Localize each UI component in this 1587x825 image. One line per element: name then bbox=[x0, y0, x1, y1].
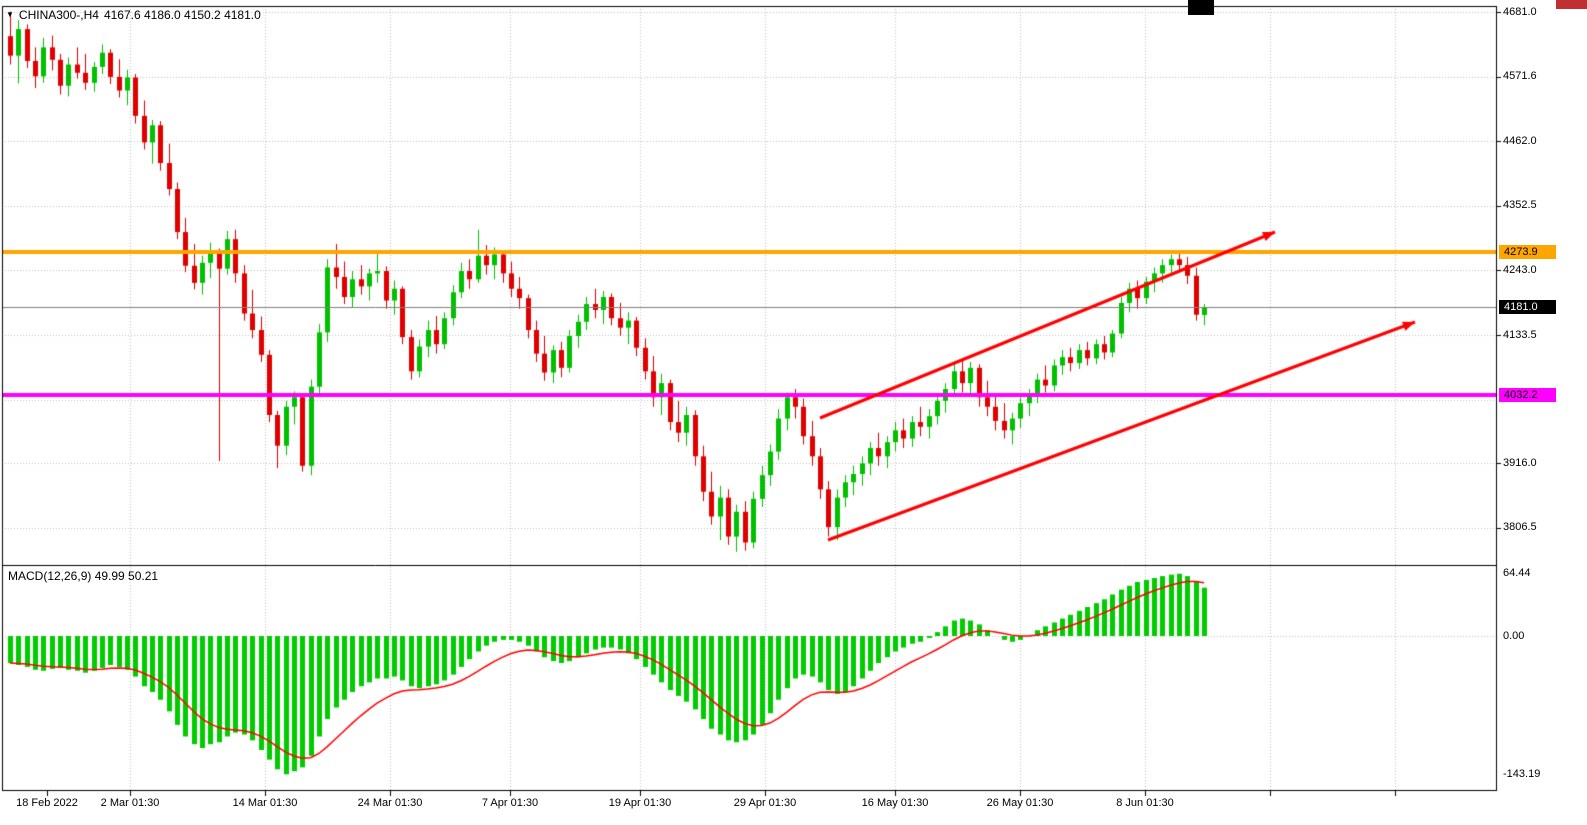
price-axis-label: 4571.6 bbox=[1503, 70, 1537, 83]
chart-shift-marker[interactable] bbox=[1188, 0, 1214, 15]
price-axis-label: 4462.0 bbox=[1503, 134, 1537, 147]
macd-axis-label: 0.00 bbox=[1503, 629, 1525, 642]
macd-axis-label: 64.44 bbox=[1503, 567, 1531, 580]
time-axis-label: 18 Feb 2022 bbox=[16, 797, 78, 809]
time-axis-label: 8 Jun 01:30 bbox=[1116, 797, 1174, 809]
time-axis-label: 19 Apr 01:30 bbox=[608, 797, 672, 809]
collapse-ohlc-icon[interactable]: ▼ bbox=[6, 10, 14, 19]
symbol-timeframe-label: CHINA300-,H4 bbox=[18, 8, 99, 22]
time-axis-label: 26 May 01:30 bbox=[986, 797, 1054, 809]
chart-title: ▼ CHINA300-,H4 4167.6 4186.0 4150.2 4181… bbox=[6, 8, 261, 22]
ohlc-values: 4167.6 4186.0 4150.2 4181.0 bbox=[103, 8, 261, 22]
macd-axis-label: -143.19 bbox=[1503, 767, 1541, 780]
price-axis-label: 4681.0 bbox=[1503, 5, 1537, 18]
time-axis-label: 16 May 01:30 bbox=[861, 797, 929, 809]
price-tag: 4181.0 bbox=[1499, 300, 1556, 315]
price-axis-label: 4352.5 bbox=[1503, 199, 1537, 212]
price-tag: 4273.9 bbox=[1499, 245, 1556, 260]
time-axis-label: 7 Apr 01:30 bbox=[481, 797, 539, 809]
price-axis-label: 4243.0 bbox=[1503, 263, 1537, 276]
price-axis-label: 3916.0 bbox=[1503, 456, 1537, 469]
macd-indicator-label: MACD(12,26,9) 49.99 50.21 bbox=[8, 569, 159, 583]
time-axis-label: 14 Mar 01:30 bbox=[232, 797, 298, 809]
corner-marker bbox=[1556, 0, 1587, 9]
price-axis-label: 4133.5 bbox=[1503, 328, 1537, 341]
time-axis-label: 2 Mar 01:30 bbox=[100, 797, 160, 809]
time-axis-label: 24 Mar 01:30 bbox=[357, 797, 423, 809]
time-axis-label: 29 Apr 01:30 bbox=[733, 797, 797, 809]
price-axis-label: 3806.5 bbox=[1503, 521, 1537, 534]
price-tag: 4032.2 bbox=[1499, 387, 1556, 402]
